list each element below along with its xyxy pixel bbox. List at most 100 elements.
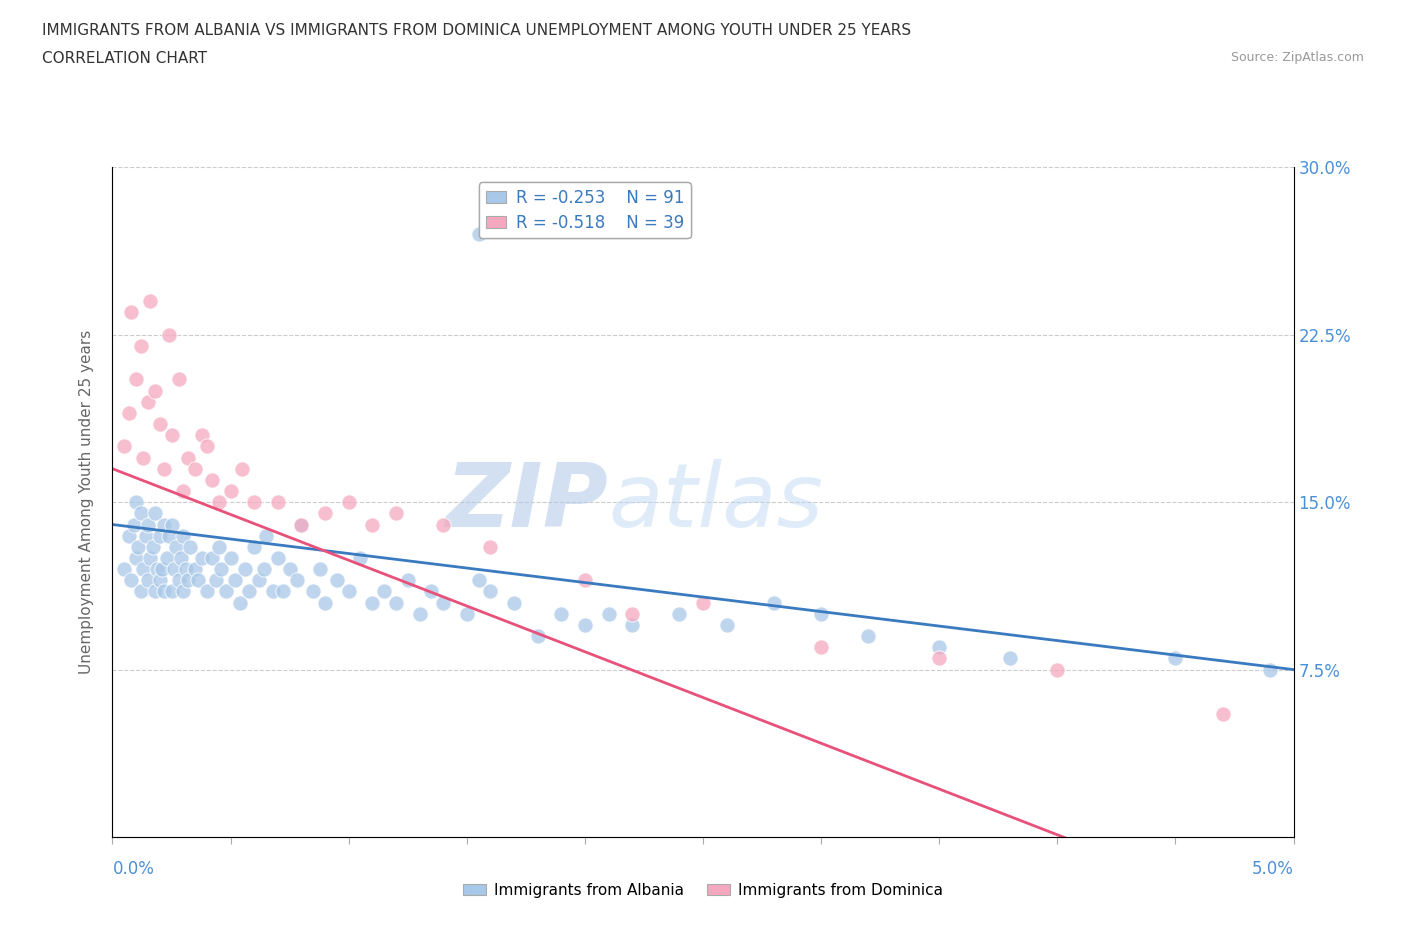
Point [762, 595, 785, 610]
Text: IMMIGRANTS FROM ALBANIA VS IMMIGRANTS FROM DOMINICA UNEMPLOYMENT AMONG YOUTH UND: IMMIGRANTS FROM ALBANIA VS IMMIGRANTS FR… [42, 23, 911, 38]
Point [160, 517, 183, 532]
Point [184, 562, 207, 577]
Point [167, 573, 190, 588]
Point [170, 551, 193, 565]
Point [139, 551, 162, 565]
Point [215, 584, 238, 599]
Point [278, 562, 301, 577]
Point [1046, 662, 1069, 677]
Point [238, 584, 260, 599]
Point [112, 439, 135, 454]
Point [160, 428, 183, 443]
Point [177, 450, 200, 465]
Point [479, 584, 502, 599]
Point [125, 372, 148, 387]
Point [243, 495, 266, 510]
Point [361, 595, 384, 610]
Point [186, 573, 208, 588]
Text: 5.0%: 5.0% [1251, 860, 1294, 878]
Point [157, 327, 180, 342]
Point [201, 551, 224, 565]
Point [247, 573, 270, 588]
Point [153, 517, 176, 532]
Point [208, 539, 231, 554]
Point [149, 573, 172, 588]
Point [120, 305, 142, 320]
Point [146, 562, 169, 577]
Point [326, 573, 349, 588]
Point [135, 528, 157, 543]
Point [149, 528, 172, 543]
Point [136, 573, 159, 588]
Point [254, 528, 277, 543]
Point [243, 539, 266, 554]
Point [177, 573, 200, 588]
Point [285, 573, 308, 588]
Point [229, 595, 252, 610]
Point [163, 562, 186, 577]
Point [290, 517, 312, 532]
Point [621, 606, 644, 621]
Point [550, 606, 572, 621]
Point [224, 573, 246, 588]
Point [149, 417, 172, 432]
Point [172, 528, 194, 543]
Point [219, 484, 242, 498]
Point [349, 551, 371, 565]
Point [156, 551, 179, 565]
Point [385, 595, 408, 610]
Point [385, 506, 408, 521]
Point [179, 539, 201, 554]
Point [201, 472, 224, 487]
Point [314, 506, 336, 521]
Point [467, 573, 489, 588]
Point [267, 495, 290, 510]
Point [174, 562, 197, 577]
Point [142, 539, 165, 554]
Point [361, 517, 384, 532]
Point [205, 573, 228, 588]
Point [574, 618, 596, 632]
Point [314, 595, 336, 610]
Point [810, 640, 832, 655]
Text: 0.0%: 0.0% [112, 860, 155, 878]
Point [503, 595, 526, 610]
Point [309, 562, 332, 577]
Point [231, 461, 253, 476]
Point [373, 584, 395, 599]
Point [167, 372, 190, 387]
Point [262, 584, 284, 599]
Point [290, 517, 312, 532]
Point [125, 495, 148, 510]
Point [125, 551, 148, 565]
Point [1258, 662, 1281, 677]
Point [219, 551, 242, 565]
Point [467, 227, 489, 242]
Point [479, 539, 502, 554]
Point [337, 495, 360, 510]
Point [598, 606, 620, 621]
Point [157, 528, 180, 543]
Point [153, 584, 176, 599]
Point [184, 461, 207, 476]
Point [165, 539, 187, 554]
Point [408, 606, 430, 621]
Text: CORRELATION CHART: CORRELATION CHART [42, 51, 207, 66]
Point [432, 517, 454, 532]
Text: atlas: atlas [609, 459, 824, 545]
Point [160, 584, 183, 599]
Point [191, 428, 214, 443]
Point [337, 584, 360, 599]
Point [432, 595, 454, 610]
Point [191, 551, 214, 565]
Point [195, 439, 218, 454]
Point [139, 294, 162, 309]
Point [716, 618, 738, 632]
Point [692, 595, 714, 610]
Legend: R = -0.253    N = 91, R = -0.518    N = 39: R = -0.253 N = 91, R = -0.518 N = 39 [479, 182, 690, 238]
Point [1164, 651, 1187, 666]
Point [153, 461, 176, 476]
Point [302, 584, 325, 599]
Point [253, 562, 276, 577]
Point [122, 517, 145, 532]
